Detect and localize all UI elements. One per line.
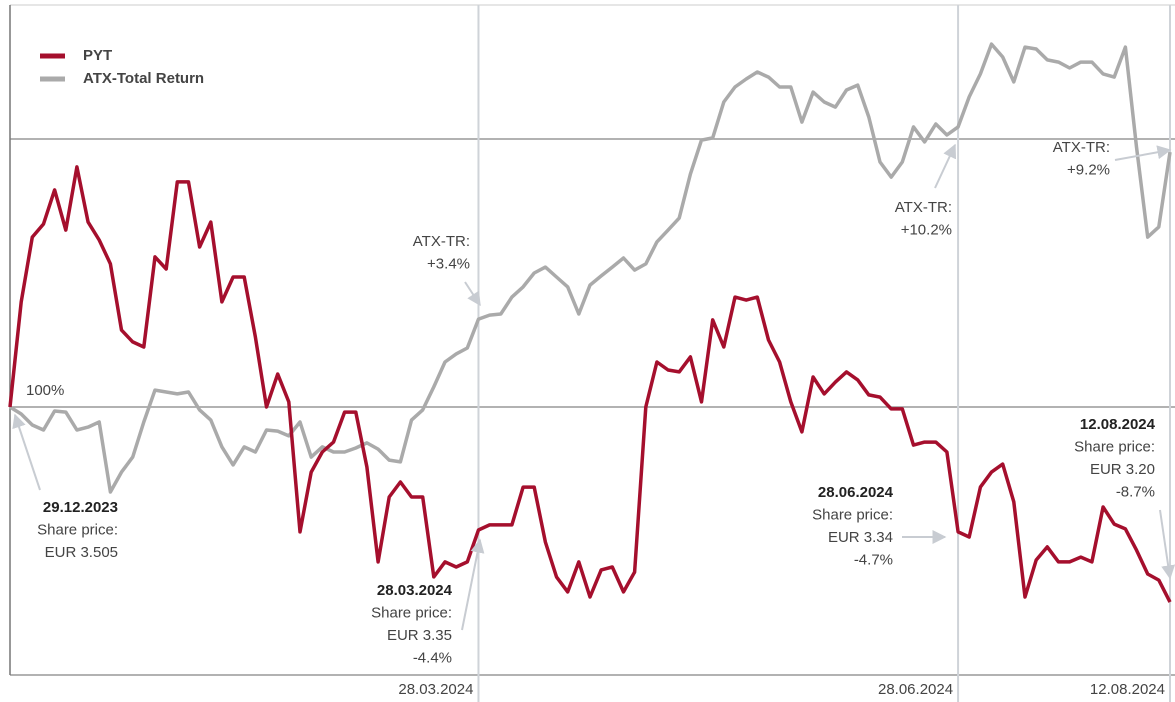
legend-label: ATX-Total Return: [83, 70, 204, 87]
annotation-text: -4.7%: [854, 551, 893, 568]
annotation-text: -4.4%: [413, 649, 452, 666]
annotation-text: ATX-TR:: [1053, 139, 1110, 156]
annotation-text: +10.2%: [901, 221, 952, 238]
annotation-text: EUR 3.34: [828, 529, 893, 546]
annotation-text: EUR 3.505: [45, 544, 118, 561]
annotation-title: 28.06.2024: [818, 484, 894, 501]
annotation-text: Share price:: [371, 604, 452, 621]
annotation-text: ATX-TR:: [895, 199, 952, 216]
annotation-text: Share price:: [1074, 438, 1155, 455]
x-tick-label: 28.03.2024: [398, 681, 473, 698]
x-tick-label: 28.06.2024: [878, 681, 953, 698]
annotation-text: EUR 3.20: [1090, 461, 1155, 478]
annotation-arrow: [12, 413, 41, 491]
y-tick-label: 100%: [26, 382, 64, 399]
annotation-text: ATX-TR:: [413, 233, 470, 250]
annotation-title: 12.08.2024: [1080, 416, 1156, 433]
annotation-arrow: [464, 281, 481, 307]
annotation-text: +9.2%: [1067, 161, 1110, 178]
annotation-title: 29.12.2023: [43, 499, 118, 516]
annotation-text: +3.4%: [427, 255, 470, 272]
annotation-arrow: [1114, 145, 1172, 161]
annotation-arrow: [461, 538, 485, 631]
annotation-text: Share price:: [37, 521, 118, 538]
annotation-title: 28.03.2024: [377, 582, 453, 599]
annotation-text: -8.7%: [1116, 483, 1155, 500]
series-line: [9, 42, 1172, 494]
legend-label: PYT: [83, 47, 112, 64]
annotation-text: Share price:: [812, 506, 893, 523]
annotation-arrow: [934, 143, 957, 189]
x-tick-label: 12.08.2024: [1090, 681, 1165, 698]
annotation-text: EUR 3.35: [387, 627, 452, 644]
series-line: [8, 165, 1172, 603]
annotation-arrow: [1159, 509, 1175, 580]
